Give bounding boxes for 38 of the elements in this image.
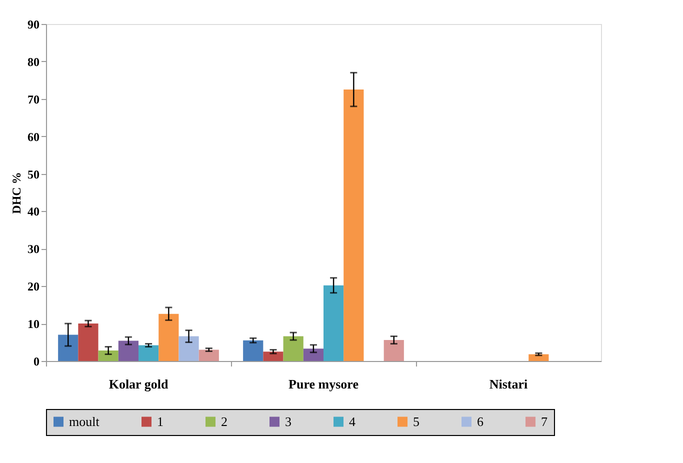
bar: [384, 340, 404, 361]
y-tick-label: 90: [28, 18, 40, 32]
bar: [58, 334, 78, 361]
bar: [263, 352, 284, 361]
y-tick-label: 0: [34, 354, 40, 368]
y-tick-label: 50: [28, 167, 40, 182]
legend-label: 3: [285, 414, 292, 429]
bar: [78, 324, 98, 361]
legend-label: 4: [349, 414, 356, 429]
legend-label: moult: [69, 414, 100, 429]
bar: [283, 336, 304, 361]
legend-label: 1: [157, 414, 164, 429]
y-axis-title: DHC %: [10, 172, 24, 214]
y-tick-label: 20: [28, 280, 40, 294]
y-tick-label: 40: [28, 204, 40, 219]
x-tick-label: Kolar gold: [108, 376, 169, 392]
bar: [178, 336, 199, 361]
legend-label: 5: [413, 414, 420, 429]
y-tick-label: 10: [28, 317, 40, 332]
bar: [303, 348, 324, 361]
bar: [118, 340, 138, 361]
y-tick-label: 60: [28, 130, 40, 144]
bar: [324, 285, 344, 361]
y-tick-label: 70: [28, 92, 40, 106]
y-tick-label: 30: [28, 242, 40, 256]
bar: [344, 90, 364, 361]
bar: [198, 350, 219, 361]
x-tick-label: Pure mysore: [288, 376, 359, 392]
x-tick-label: Nistari: [489, 376, 528, 392]
bar: [528, 354, 549, 361]
bar: [158, 314, 179, 361]
bar: [138, 345, 159, 361]
legend-label: 2: [221, 414, 228, 429]
y-tick-label: 80: [28, 54, 40, 69]
legend-label: 7: [541, 414, 548, 429]
bar: [243, 340, 264, 361]
legend-label: 6: [477, 414, 484, 429]
bar: [98, 350, 118, 361]
